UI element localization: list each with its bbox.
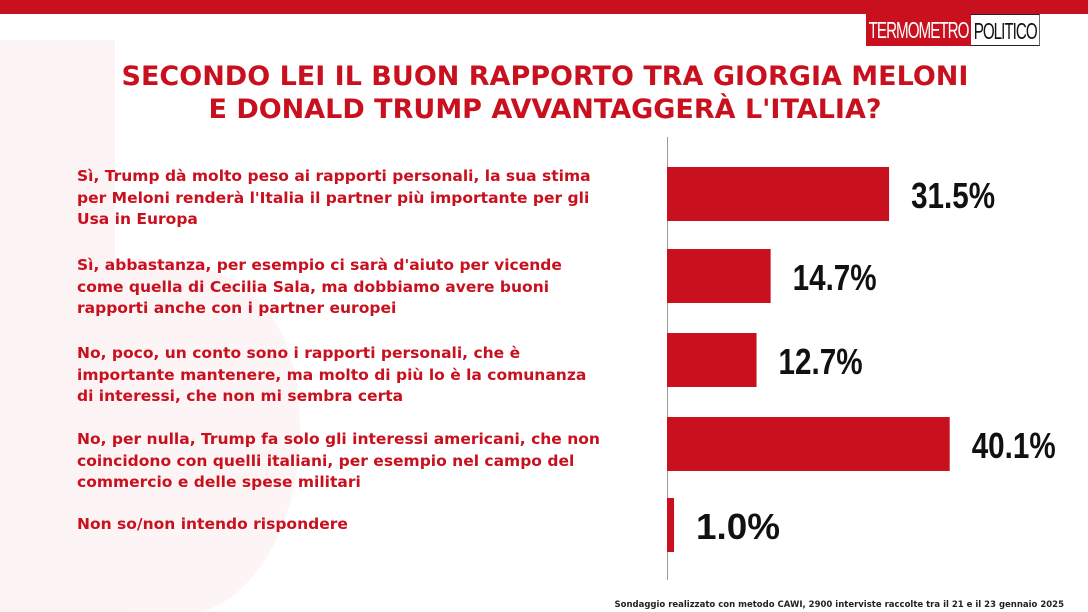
category-label-3-line-1: No, poco, un conto sono i rapporti perso… bbox=[77, 344, 521, 362]
category-label-2-line-3: rapporti anche con i partner europei bbox=[77, 299, 397, 317]
value-label-2: 14.7% bbox=[793, 257, 877, 298]
brand-logo-part2: POLITICO bbox=[971, 14, 1040, 46]
category-label-3-line-3: di interessi, che non mi sembra certa bbox=[77, 387, 404, 405]
category-label-4-line-3: commercio e delle spese militari bbox=[77, 473, 361, 491]
chart-title: SECONDO LEI IL BUON RAPPORTO TRA GIORGIA… bbox=[60, 60, 1030, 126]
value-label-3: 12.7% bbox=[779, 341, 863, 382]
bar-3 bbox=[667, 333, 757, 387]
category-label-1-line-2: per Meloni renderà l'Italia il partner p… bbox=[77, 188, 590, 207]
brand-logo-part1: TERMOMETRO bbox=[866, 14, 972, 46]
value-label-5: 1.0% bbox=[696, 506, 780, 547]
category-label-3-line-2: importante mantenere, ma molto di più lo… bbox=[77, 365, 587, 384]
category-label-4-line-1: No, per nulla, Trump fa solo gli interes… bbox=[77, 430, 600, 448]
category-label-3: No, poco, un conto sono i rapporti perso… bbox=[77, 343, 657, 408]
category-label-2: Sì, abbastanza, per esempio ci sarà d'ai… bbox=[77, 255, 657, 320]
value-label-4: 40.1% bbox=[972, 425, 1056, 466]
bar-1 bbox=[667, 167, 890, 221]
category-label-2-line-2: come quella di Cecilia Sala, ma dobbiamo… bbox=[77, 277, 550, 296]
value-label-1: 31.5% bbox=[911, 175, 995, 216]
category-label-5: Non so/non intendo rispondere bbox=[77, 514, 657, 536]
category-label-4: No, per nulla, Trump fa solo gli interes… bbox=[77, 429, 657, 494]
brand-logo: TERMOMETRO POLITICO bbox=[866, 14, 1040, 46]
category-label-4-line-2: coincidono con quelli italiani, per esem… bbox=[77, 451, 575, 470]
category-label-1-line-1: Sì, Trump dà molto peso ai rapporti pers… bbox=[77, 167, 591, 185]
category-label-1-line-3: Usa in Europa bbox=[77, 210, 198, 228]
chart-title-line-2: E DONALD TRUMP AVVANTAGGERÀ L'ITALIA? bbox=[208, 94, 882, 125]
bar-4 bbox=[667, 417, 950, 471]
bar-5 bbox=[667, 498, 675, 552]
bar-2 bbox=[667, 249, 771, 303]
top-bar bbox=[0, 0, 1088, 14]
footnote: Sondaggio realizzato con metodo CAWI, 29… bbox=[614, 600, 1064, 610]
category-label-1: Sì, Trump dà molto peso ai rapporti pers… bbox=[77, 166, 657, 231]
chart-title-line-1: SECONDO LEI IL BUON RAPPORTO TRA GIORGIA… bbox=[121, 61, 969, 92]
category-label-5-line-1: Non so/non intendo rispondere bbox=[77, 515, 348, 533]
category-label-2-line-1: Sì, abbastanza, per esempio ci sarà d'ai… bbox=[77, 256, 562, 274]
